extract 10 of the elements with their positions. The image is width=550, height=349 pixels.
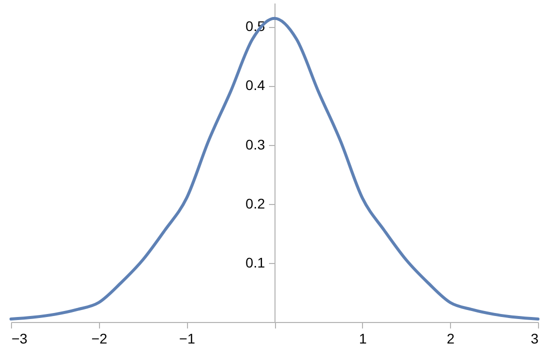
x-tick-label: 3 bbox=[530, 330, 539, 346]
y-tick-label: 0.2 bbox=[246, 195, 266, 212]
y-tick-label: 0.1 bbox=[246, 254, 266, 270]
y-tick-label: 0.4 bbox=[246, 77, 266, 94]
y-tick-label: 0.3 bbox=[246, 136, 266, 152]
x-tick-label: 2 bbox=[446, 330, 455, 346]
x-tick-label: 1 bbox=[358, 330, 367, 346]
x-tick-label: −2 bbox=[91, 330, 108, 346]
x-tick-label: −3 bbox=[12, 330, 28, 346]
x-tick-label: −1 bbox=[179, 330, 196, 346]
